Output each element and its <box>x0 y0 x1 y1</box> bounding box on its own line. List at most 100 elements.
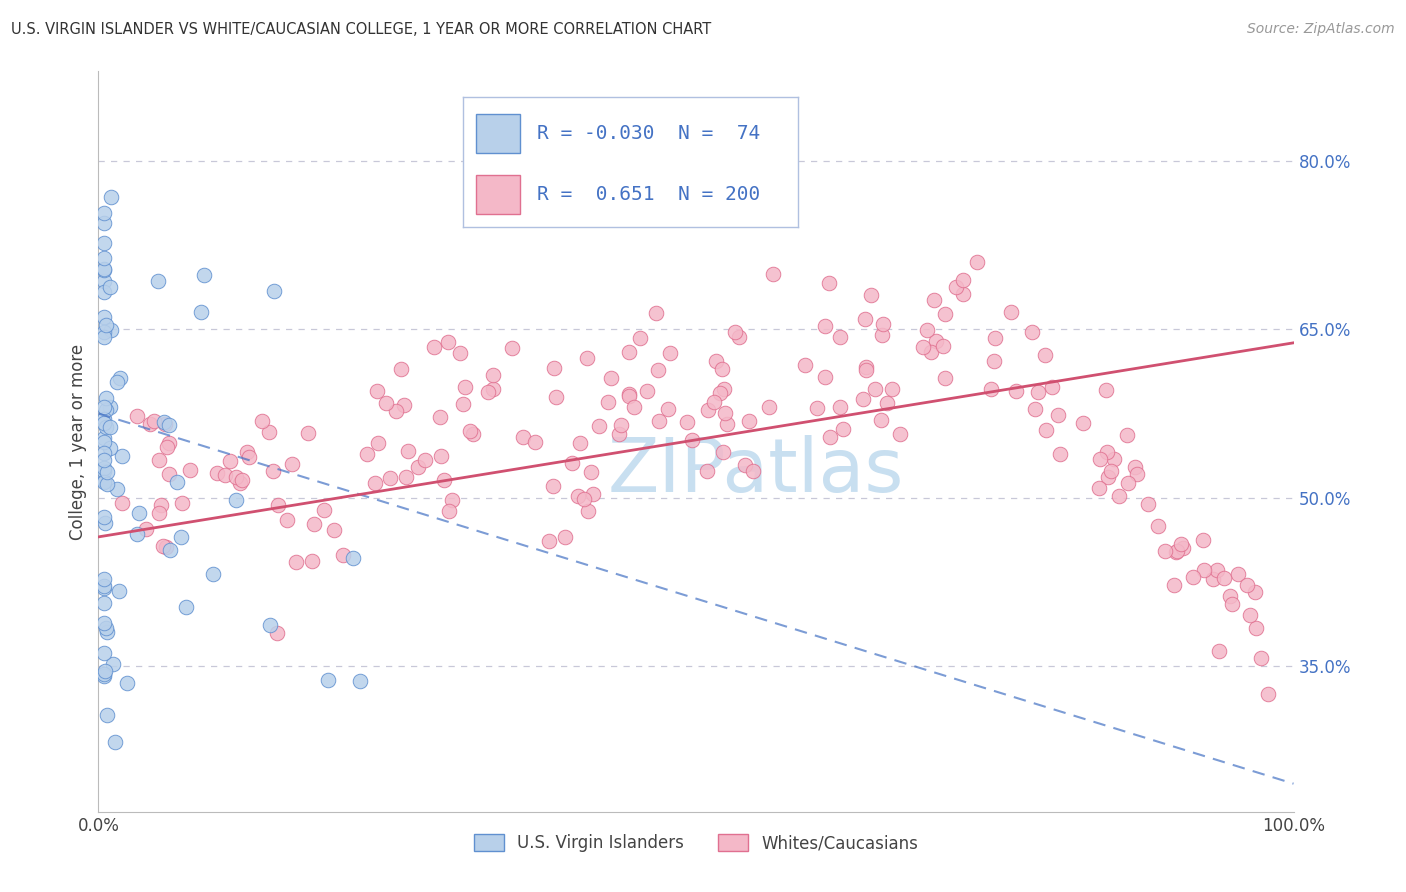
Point <box>179 463 201 477</box>
Point <box>96 477 118 491</box>
Point <box>477 384 499 399</box>
Point <box>574 492 596 507</box>
Point <box>882 382 904 396</box>
Point <box>157 467 180 482</box>
Point <box>93 579 115 593</box>
Point <box>696 464 718 478</box>
Point <box>193 268 215 282</box>
Point <box>153 416 176 430</box>
Point <box>460 424 482 438</box>
Point <box>93 445 115 459</box>
Point <box>1163 578 1185 592</box>
Point <box>703 395 725 409</box>
Point <box>93 647 115 661</box>
Point <box>98 279 121 293</box>
Point <box>262 464 284 478</box>
Point <box>93 474 115 488</box>
Point <box>389 361 412 376</box>
Point <box>304 517 326 532</box>
Point <box>876 396 898 410</box>
Point <box>364 475 387 490</box>
Point <box>554 530 576 544</box>
Point <box>541 479 564 493</box>
Point <box>934 307 956 321</box>
Point <box>1166 543 1188 558</box>
Point <box>1170 537 1192 551</box>
Point <box>93 206 115 220</box>
Point <box>546 390 568 404</box>
Point <box>1250 651 1272 665</box>
Point <box>659 346 682 360</box>
Point <box>236 445 259 459</box>
Point <box>93 581 115 595</box>
Point <box>413 452 436 467</box>
Point <box>437 504 460 518</box>
Point <box>93 417 115 431</box>
Point <box>1181 569 1204 583</box>
Point <box>738 414 761 428</box>
Point <box>103 657 125 672</box>
Point <box>1095 445 1118 459</box>
Point <box>105 482 128 496</box>
Point <box>588 418 610 433</box>
Point <box>1035 423 1057 437</box>
Point <box>952 286 974 301</box>
Point <box>100 419 122 434</box>
Point <box>301 554 323 568</box>
Point <box>349 674 371 689</box>
Point <box>150 498 173 512</box>
Point <box>657 402 679 417</box>
Point <box>1205 563 1227 577</box>
Point <box>93 285 115 300</box>
Point <box>170 530 193 544</box>
Point <box>853 311 876 326</box>
Point <box>281 457 304 471</box>
Point <box>433 474 456 488</box>
Point <box>482 382 505 396</box>
Point <box>568 435 591 450</box>
Point <box>285 555 308 569</box>
Point <box>267 499 290 513</box>
Text: U.S. VIRGIN ISLANDER VS WHITE/CAUCASIAN COLLEGE, 1 YEAR OR MORE CORRELATION CHAR: U.S. VIRGIN ISLANDER VS WHITE/CAUCASIAN … <box>11 22 711 37</box>
Point <box>579 465 602 479</box>
Point <box>1071 416 1094 430</box>
Point <box>1219 589 1241 603</box>
Point <box>1154 544 1177 558</box>
Point <box>378 471 401 485</box>
Point <box>93 666 115 681</box>
Point <box>166 475 188 490</box>
Point <box>607 427 630 442</box>
Point <box>259 618 281 632</box>
Point <box>538 534 561 549</box>
Point <box>1024 401 1046 416</box>
Point <box>96 391 118 405</box>
Point <box>156 440 179 454</box>
Point <box>1212 571 1234 585</box>
Point <box>1239 608 1261 623</box>
Point <box>734 458 756 472</box>
Point <box>1244 585 1267 599</box>
Point <box>600 371 623 385</box>
Point <box>94 403 117 417</box>
Point <box>1088 481 1111 495</box>
Point <box>356 447 378 461</box>
Point <box>481 368 503 383</box>
Point <box>814 369 837 384</box>
Point <box>98 441 121 455</box>
Point <box>93 310 115 325</box>
Point <box>1220 598 1243 612</box>
Point <box>332 548 354 562</box>
Point <box>1226 567 1249 582</box>
Point <box>575 351 598 365</box>
Point <box>111 449 134 463</box>
Point <box>645 305 668 319</box>
Point <box>623 401 645 415</box>
Point <box>100 190 122 204</box>
Point <box>1123 459 1146 474</box>
Point <box>872 317 894 331</box>
Point <box>863 382 886 396</box>
Point <box>190 305 212 319</box>
Point <box>312 503 335 517</box>
Point <box>94 516 117 530</box>
Point <box>716 417 738 431</box>
